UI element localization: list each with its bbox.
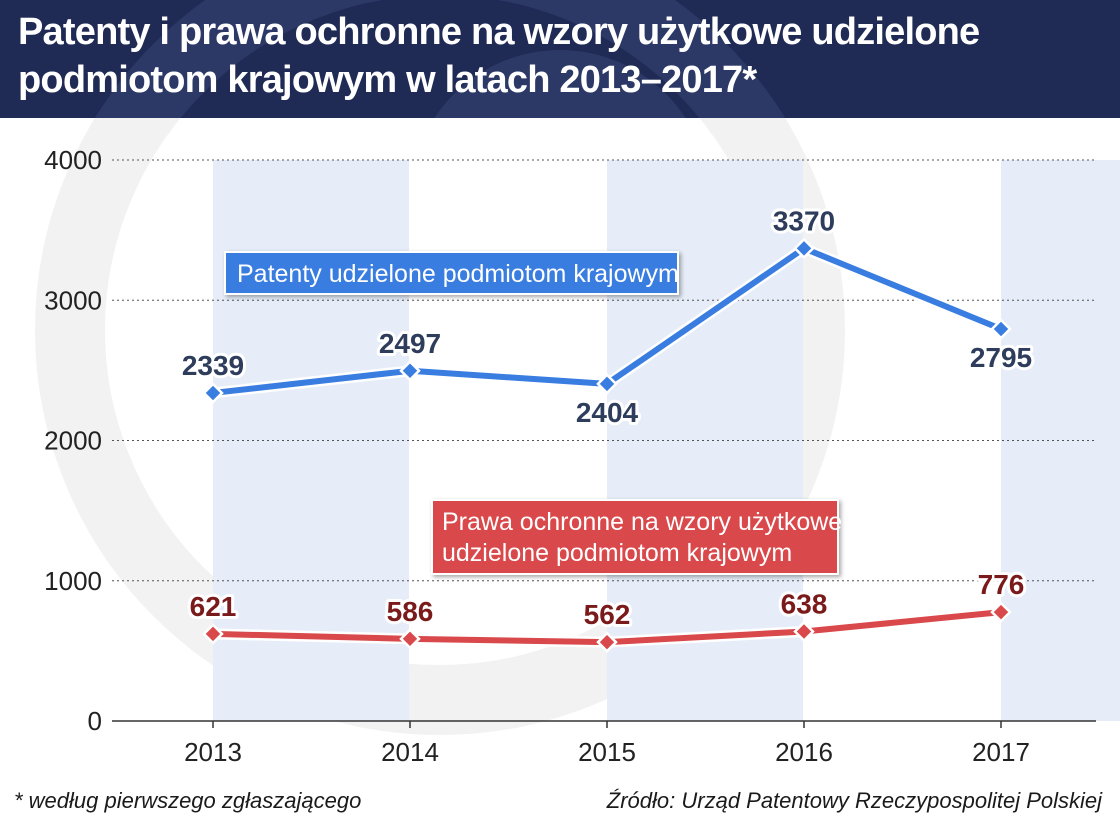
marker-wzory-2013: [202, 623, 224, 645]
data-label-patenty-2015: 2404: [576, 397, 639, 428]
chart-title-line2: podmiotom krajowym w latach 2013–2017*: [18, 59, 757, 101]
marker-wzory-2017: [990, 601, 1012, 623]
legend-blue-label: Patenty udzielone podmiotom krajowym: [237, 260, 679, 288]
header-bar: Patenty i prawa ochronne na wzory użytko…: [0, 0, 1120, 118]
watermark-ring: [35, 118, 845, 735]
legend-red: Prawa ochronne na wzory użytkowe udzielo…: [431, 499, 842, 575]
data-label-wzory-2014: 586: [387, 596, 434, 627]
y-tick-label-4000: 4000: [44, 145, 102, 175]
year-bands: [213, 160, 1120, 721]
data-label-patenty-2017: 2795: [970, 342, 1032, 373]
data-label-wzory-2017: 776: [978, 569, 1025, 600]
data-label-wzory-2015: 562: [584, 599, 631, 630]
source-note: Źródło: Urząd Patentowy Rzeczypospolitej…: [606, 788, 1102, 813]
watermark-logo-body: [35, 118, 845, 735]
watermark-logo: [95, 0, 785, 118]
legend-blue-box: [224, 251, 679, 295]
marker-wzory-2014: [399, 628, 421, 650]
data-label-wzory-2013: 621: [190, 591, 237, 622]
marker-patenty-2017: [990, 318, 1012, 340]
marker-wzory-2015: [596, 631, 618, 653]
footnote: * według pierwszego zgłaszającego: [14, 788, 362, 813]
y-tick-label-3000: 3000: [44, 285, 102, 315]
chart-title-line1: Patenty i prawa ochronne na wzory użytko…: [18, 11, 980, 53]
data-labels: 2339 2497 2404 3370 2795 621 586 562 638 776: [179, 202, 1035, 633]
x-tick-label-2015: 2015: [578, 737, 636, 767]
marker-patenty-2013: [202, 382, 224, 404]
x-tick-label-2013: 2013: [184, 737, 242, 767]
year-band-2017: [1001, 160, 1120, 721]
x-tick-label-2014: 2014: [381, 737, 439, 767]
y-tick-label-2000: 2000: [44, 426, 102, 456]
data-label-patenty-2013: 2339: [182, 350, 244, 381]
data-markers: [202, 237, 1012, 653]
marker-wzory-2016: [793, 620, 815, 643]
chart-title: Patenty i prawa ochronne na wzory użytko…: [18, 8, 1108, 104]
data-label-patenty-2014: 2497: [379, 328, 441, 359]
marker-patenty-2016: [793, 237, 815, 260]
data-label-wzory-2016: 638: [781, 589, 828, 620]
marker-patenty-2014: [399, 360, 421, 382]
legend-blue: Patenty udzielone podmiotom krajowym: [224, 251, 679, 295]
y-axis: 0 1000 2000 3000 4000: [44, 145, 102, 736]
legend-red-box: [431, 499, 839, 575]
legend-red-label-line2: udzielone podmiotom krajowym: [442, 539, 792, 567]
marker-patenty-2015: [596, 373, 618, 395]
y-tick-label-1000: 1000: [44, 566, 102, 596]
x-tick-label-2016: 2016: [775, 737, 833, 767]
y-tick-label-0: 0: [88, 706, 102, 736]
line-chart: 0 1000 2000 3000 4000 2013 2014 2015 2016 2017 2…: [35, 118, 1120, 767]
data-label-patenty-2016: 3370: [773, 205, 835, 236]
legend-red-label-line1: Prawa ochronne na wzory użytkowe: [442, 508, 842, 536]
x-axis: 2013 2014 2015 2016 2017: [184, 721, 1030, 767]
x-tick-label-2017: 2017: [972, 737, 1030, 767]
